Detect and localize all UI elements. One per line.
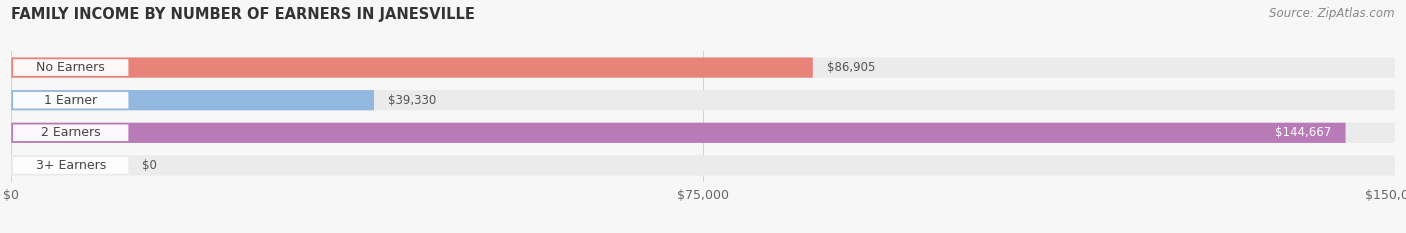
Text: 1 Earner: 1 Earner bbox=[44, 94, 97, 107]
FancyBboxPatch shape bbox=[11, 90, 374, 110]
FancyBboxPatch shape bbox=[11, 58, 1395, 78]
Text: $144,667: $144,667 bbox=[1275, 126, 1331, 139]
Text: 2 Earners: 2 Earners bbox=[41, 126, 101, 139]
Text: No Earners: No Earners bbox=[37, 61, 105, 74]
FancyBboxPatch shape bbox=[11, 155, 1395, 175]
Text: 3+ Earners: 3+ Earners bbox=[35, 159, 105, 172]
FancyBboxPatch shape bbox=[13, 59, 128, 76]
FancyBboxPatch shape bbox=[11, 90, 1395, 110]
FancyBboxPatch shape bbox=[11, 123, 1346, 143]
Text: $86,905: $86,905 bbox=[827, 61, 875, 74]
Text: FAMILY INCOME BY NUMBER OF EARNERS IN JANESVILLE: FAMILY INCOME BY NUMBER OF EARNERS IN JA… bbox=[11, 7, 475, 22]
FancyBboxPatch shape bbox=[13, 92, 128, 109]
Text: $39,330: $39,330 bbox=[388, 94, 436, 107]
FancyBboxPatch shape bbox=[11, 123, 1395, 143]
FancyBboxPatch shape bbox=[13, 157, 128, 174]
FancyBboxPatch shape bbox=[11, 58, 813, 78]
Text: Source: ZipAtlas.com: Source: ZipAtlas.com bbox=[1270, 7, 1395, 20]
FancyBboxPatch shape bbox=[13, 124, 128, 141]
Text: $0: $0 bbox=[142, 159, 157, 172]
